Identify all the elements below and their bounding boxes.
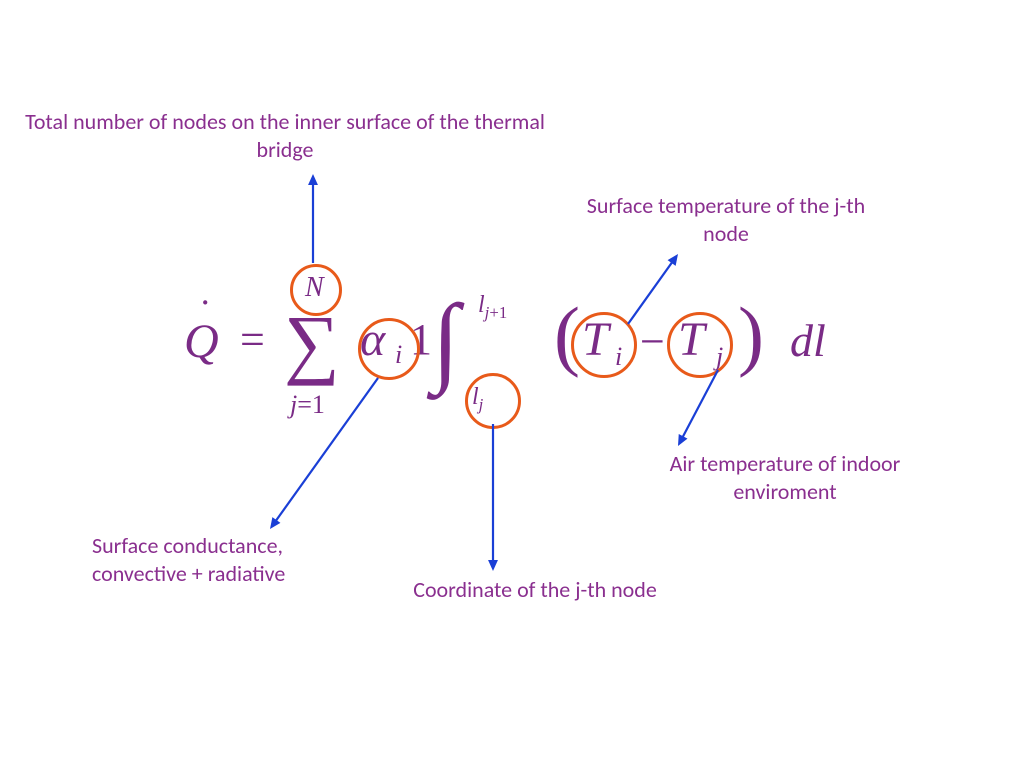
eq-sum-lower-eq: = bbox=[297, 390, 312, 419]
annotation-conductance: Surface conductance, convective + radiat… bbox=[92, 532, 352, 587]
eq-equals: = bbox=[240, 314, 265, 365]
eq-dl: dl bbox=[790, 314, 826, 367]
diagram-canvas: Total number of nodes on the inner surfa… bbox=[0, 0, 1024, 768]
eq-int-upper-plus: + bbox=[489, 303, 498, 322]
annotation-air-temp: Air temperature of indoor enviroment bbox=[640, 450, 930, 505]
eq-Qdot: ˙ bbox=[196, 290, 209, 337]
eq-int-upper-var: l bbox=[478, 292, 485, 318]
eq-minus: − bbox=[640, 316, 665, 367]
circle-Tj bbox=[667, 312, 733, 378]
eq-int-upper: lj+1 bbox=[478, 292, 507, 323]
circle-alpha bbox=[358, 318, 420, 380]
eq-rparen: ) bbox=[738, 290, 764, 380]
circle-N bbox=[290, 264, 342, 316]
eq-sum-lower-val: 1 bbox=[312, 390, 325, 419]
eq-int-upper-sub2: 1 bbox=[499, 303, 507, 322]
annotation-coordinate: Coordinate of the j-th node bbox=[380, 576, 690, 604]
circle-lj bbox=[465, 373, 521, 429]
eq-integral: ∫ bbox=[432, 282, 459, 397]
annotation-nodes-count: Total number of nodes on the inner surfa… bbox=[20, 108, 550, 163]
eq-sum-lower: j=1 bbox=[290, 390, 325, 420]
annotation-surface-temp: Surface temperature of the j-th node bbox=[566, 192, 886, 247]
circle-Ti bbox=[571, 312, 637, 378]
